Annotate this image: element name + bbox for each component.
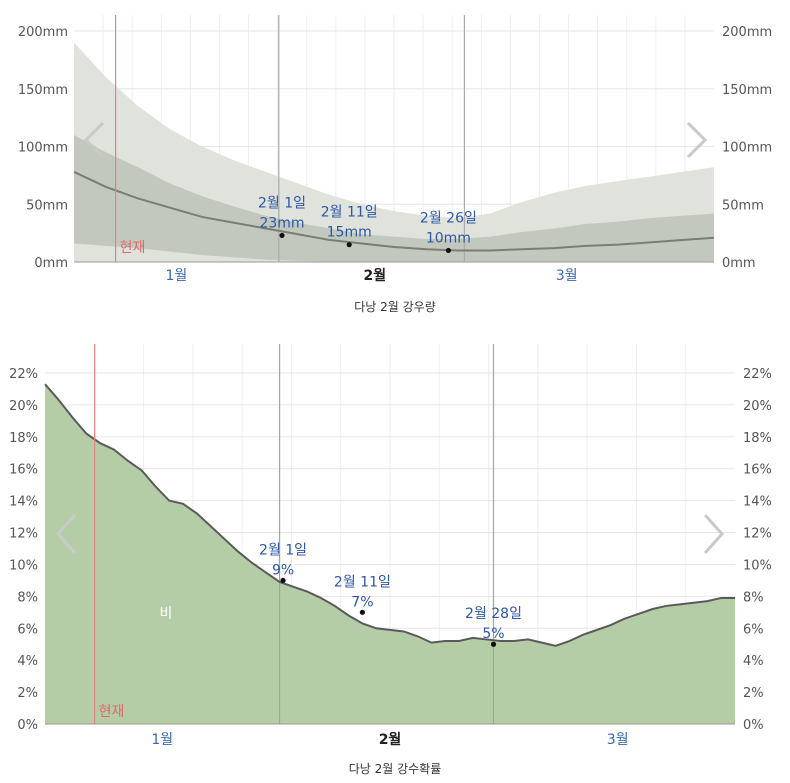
y-tick-label-left: 8% bbox=[17, 590, 38, 605]
annotation-date: 2월 11일 bbox=[321, 205, 378, 221]
y-tick-label-left: 4% bbox=[17, 654, 38, 669]
month-label: 1월 bbox=[151, 732, 173, 748]
month-label: 2월 bbox=[363, 267, 386, 284]
y-tick-label-right: 16% bbox=[743, 463, 772, 478]
y-tick-label-left: 14% bbox=[9, 495, 38, 510]
y-tick-label-left: 20% bbox=[9, 399, 38, 414]
annotation-date: 2월 26일 bbox=[420, 210, 477, 226]
rain-probability-area bbox=[45, 384, 735, 724]
y-tick-label-left: 200mm bbox=[18, 25, 68, 40]
annotation-date: 2월 1일 bbox=[258, 195, 306, 211]
chart-caption: 다낭 2월 강수확률 bbox=[349, 762, 442, 776]
y-tick-label-left: 6% bbox=[17, 622, 38, 637]
rainfall-median-line bbox=[73, 171, 715, 252]
y-tick-label-left: 22% bbox=[9, 367, 38, 382]
annotation-value: 10mm bbox=[426, 230, 471, 246]
annotation-point bbox=[346, 242, 352, 248]
y-tick-label-left: 2% bbox=[17, 686, 38, 701]
next-arrow-icon bbox=[686, 121, 708, 159]
month-label: 3월 bbox=[556, 268, 578, 284]
y-tick-label-left: 50mm bbox=[26, 198, 68, 213]
y-tick-label-right: 150mm bbox=[722, 83, 772, 98]
annotation-date: 2월 1일 bbox=[259, 542, 307, 558]
annotation-value: 9% bbox=[272, 562, 294, 578]
y-tick-label-right: 22% bbox=[743, 367, 772, 382]
y-tick-label-left: 16% bbox=[9, 463, 38, 478]
series-label: 비 bbox=[160, 606, 173, 622]
y-tick-label-right: 8% bbox=[743, 590, 764, 605]
annotation-value: 15mm bbox=[327, 225, 372, 241]
y-tick-label-left: 150mm bbox=[18, 83, 68, 98]
month-label: 2월 bbox=[379, 731, 402, 748]
rain-probability-line bbox=[44, 383, 735, 647]
next-arrow-icon bbox=[703, 513, 725, 555]
y-tick-label-right: 20% bbox=[743, 399, 772, 414]
y-tick-label-right: 10% bbox=[743, 558, 772, 573]
month-label: 1월 bbox=[166, 268, 188, 284]
annotation-point bbox=[280, 577, 286, 584]
y-tick-label-right: 2% bbox=[743, 686, 764, 701]
y-tick-label-left: 100mm bbox=[18, 141, 68, 156]
y-tick-label-right: 6% bbox=[743, 622, 764, 637]
y-tick-label-right: 14% bbox=[743, 495, 772, 510]
chart-caption: 다낭 2월 강우량 bbox=[354, 300, 436, 314]
y-tick-label-right: 0% bbox=[743, 718, 764, 733]
month-label: 3월 bbox=[607, 732, 629, 748]
y-tick-label-left: 12% bbox=[9, 527, 38, 542]
rainfall-inner-band bbox=[74, 134, 714, 262]
annotation-date: 2월 11일 bbox=[334, 574, 391, 590]
annotation-value: 23mm bbox=[259, 215, 304, 231]
y-tick-label-left: 10% bbox=[9, 558, 38, 573]
y-tick-label-right: 18% bbox=[743, 431, 772, 446]
y-tick-label-left: 18% bbox=[9, 431, 38, 446]
annotation-point bbox=[490, 641, 497, 647]
y-tick-label-right: 100mm bbox=[722, 141, 772, 156]
y-tick-label-right: 0mm bbox=[722, 256, 756, 271]
annotation-point bbox=[279, 232, 285, 239]
annotation-point bbox=[359, 609, 365, 615]
annotation-point bbox=[445, 247, 451, 254]
y-tick-label-right: 4% bbox=[743, 654, 764, 669]
prev-arrow-icon bbox=[83, 121, 105, 159]
rainfall-chart: 현재 0mm 0mm 50mm 50mm 100mm 100mm 150mm 150mm 200m… bbox=[18, 15, 772, 314]
annotation-value: 5% bbox=[482, 626, 504, 642]
y-tick-label-right: 12% bbox=[743, 527, 772, 542]
y-tick-label-left: 0% bbox=[17, 718, 38, 733]
y-tick-label-left: 0mm bbox=[34, 256, 68, 271]
now-label: 현재 bbox=[120, 240, 146, 256]
annotation-value: 7% bbox=[351, 594, 373, 610]
y-tick-label-right: 50mm bbox=[722, 198, 764, 213]
annotation-date: 2월 28일 bbox=[465, 606, 522, 622]
prev-arrow-icon bbox=[55, 513, 77, 555]
y-tick-label-right: 200mm bbox=[722, 25, 772, 40]
now-label: 현재 bbox=[99, 704, 125, 720]
